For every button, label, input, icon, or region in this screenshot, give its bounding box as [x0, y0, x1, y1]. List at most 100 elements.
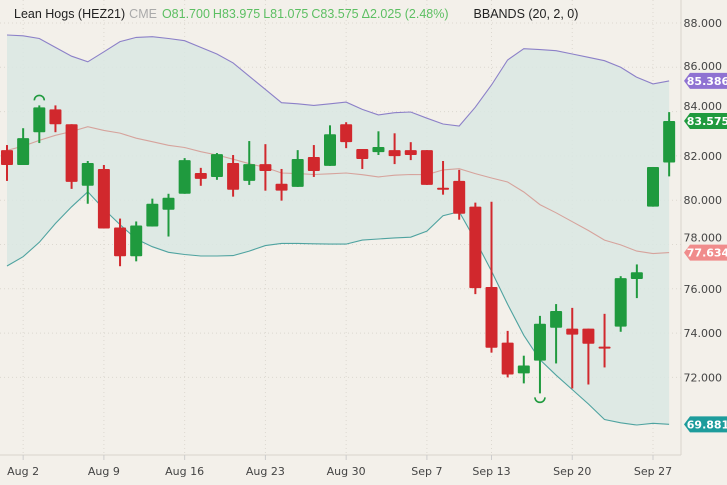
- candle-body: [114, 227, 127, 257]
- indicator-label[interactable]: BBANDS (20, 2, 0): [473, 7, 579, 21]
- candle-body: [194, 172, 207, 179]
- instrument-name: Lean Hogs (HEZ21): [14, 7, 126, 21]
- candle: [33, 105, 46, 144]
- x-tick-label: Sep 7: [411, 465, 442, 478]
- y-tick-label: 78.000: [684, 232, 723, 245]
- x-tick-label: Aug 2: [7, 465, 39, 478]
- label-tag: [684, 416, 727, 433]
- candle: [453, 169, 466, 220]
- candle: [307, 145, 320, 177]
- candle: [243, 141, 256, 185]
- x-axis-ticks[interactable]: Aug 2 Aug 9 Aug 16 Aug 23 Aug 30 Sep 7 Sep 13 S…: [7, 455, 672, 478]
- y-tick-label: 84.000: [684, 100, 723, 113]
- candle-body: [210, 154, 223, 177]
- high-low-markers: [33, 94, 546, 404]
- candle: [663, 112, 676, 177]
- candle-body: [404, 150, 417, 156]
- candle-body: [33, 107, 46, 133]
- candle: [404, 142, 417, 161]
- chart-header: Lean Hogs (HEZ21) CME O81.700 H83.975 L8…: [14, 7, 581, 21]
- y-tick-label: 80.000: [684, 194, 723, 207]
- bollinger-band-fill: [7, 34, 670, 426]
- bollinger-lower-line: [6, 191, 670, 426]
- candle: [97, 164, 110, 229]
- y-tick-label: 86.000: [684, 60, 723, 73]
- exchange: CME: [129, 7, 157, 21]
- candle-body: [178, 160, 191, 194]
- change-value: Δ2.025 (2.48%): [361, 7, 449, 21]
- candle-body: [130, 225, 143, 257]
- candle-body: [275, 183, 288, 191]
- candle: [437, 160, 450, 195]
- candle: [533, 315, 546, 394]
- candle: [1, 145, 13, 181]
- last-value-label-middle: 77.634: [684, 244, 727, 261]
- y-tick-label: 74.000: [684, 327, 723, 340]
- candle: [485, 201, 498, 353]
- candle: [630, 264, 643, 299]
- candle-body: [65, 124, 78, 182]
- bollinger-middle-line: [6, 126, 670, 255]
- candle: [65, 124, 78, 189]
- candle-body: [420, 150, 433, 185]
- candle-body: [533, 323, 546, 361]
- close-value: C83.575: [311, 7, 359, 21]
- candle: [388, 133, 401, 165]
- last-value-label-lower: 69.881: [684, 416, 727, 433]
- candle: [517, 355, 530, 384]
- candle-body: [356, 149, 369, 160]
- candle-body: [307, 157, 320, 171]
- candle: [146, 198, 159, 227]
- label-text: 69.881: [687, 418, 727, 431]
- candle-body: [49, 109, 62, 125]
- label-text: 83.575: [687, 115, 727, 128]
- candle: [114, 218, 127, 267]
- open-value: O81.700: [161, 7, 210, 21]
- candle-body: [227, 162, 240, 190]
- y-axis-ticks[interactable]: 88.000 86.000 84.000 82.000 80.000 78.000 76.0…: [684, 17, 723, 384]
- last-value-label-close: 83.575: [684, 113, 727, 130]
- candle: [420, 150, 433, 185]
- candle-body: [340, 124, 353, 143]
- candle: [227, 155, 240, 197]
- candle-body: [469, 206, 482, 289]
- candle: [566, 307, 579, 389]
- candle-body: [146, 203, 159, 227]
- candle: [49, 105, 62, 133]
- y-tick-label: 82.000: [684, 150, 723, 163]
- candle: [647, 166, 659, 207]
- x-tick-label: Sep 13: [472, 465, 510, 478]
- high-value: H83.975: [212, 7, 261, 21]
- x-tick-label: Sep 20: [553, 465, 591, 478]
- x-tick-label: Aug 16: [165, 465, 204, 478]
- label-text: 85.386: [687, 75, 727, 88]
- candle-body: [81, 162, 94, 186]
- low-marker-icon: [534, 397, 546, 404]
- candles: [1, 105, 676, 394]
- label-tag: [684, 244, 727, 261]
- candle: [324, 125, 336, 166]
- candle-body: [324, 134, 336, 166]
- last-value-label-upper: 85.386: [684, 72, 727, 89]
- candle: [550, 304, 563, 364]
- label-tag: [684, 72, 727, 89]
- candle-body: [582, 328, 595, 344]
- candle-body: [162, 197, 175, 210]
- y-tick-label: 76.000: [684, 283, 723, 296]
- candle: [259, 144, 272, 191]
- candle: [194, 167, 207, 186]
- candle: [340, 122, 353, 149]
- candle-body: [1, 150, 13, 165]
- candle-body: [517, 365, 530, 374]
- candle: [275, 168, 288, 201]
- candle-body: [647, 166, 659, 207]
- candle: [501, 330, 514, 378]
- bollinger-upper-line: [6, 34, 670, 127]
- candle: [210, 153, 223, 180]
- candle-body: [291, 159, 304, 187]
- candle-body: [485, 287, 498, 348]
- candle: [356, 149, 369, 169]
- candle: [178, 158, 191, 194]
- candle-body: [598, 346, 611, 349]
